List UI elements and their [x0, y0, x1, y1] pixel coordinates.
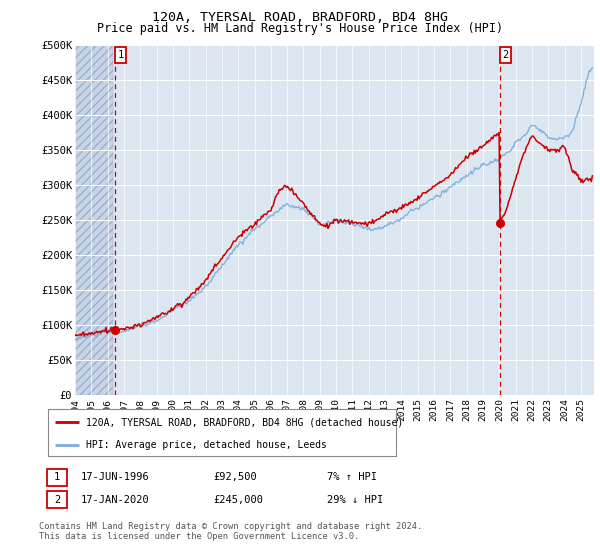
Text: HPI: Average price, detached house, Leeds: HPI: Average price, detached house, Leed…	[86, 440, 327, 450]
Text: 2: 2	[502, 50, 509, 60]
Text: 1: 1	[54, 472, 60, 482]
Text: £92,500: £92,500	[213, 472, 257, 482]
Text: 120A, TYERSAL ROAD, BRADFORD, BD4 8HG (detached house): 120A, TYERSAL ROAD, BRADFORD, BD4 8HG (d…	[86, 417, 404, 427]
Text: 120A, TYERSAL ROAD, BRADFORD, BD4 8HG: 120A, TYERSAL ROAD, BRADFORD, BD4 8HG	[152, 11, 448, 24]
Text: 29% ↓ HPI: 29% ↓ HPI	[327, 494, 383, 505]
Text: Price paid vs. HM Land Registry's House Price Index (HPI): Price paid vs. HM Land Registry's House …	[97, 22, 503, 35]
Text: 17-JAN-2020: 17-JAN-2020	[81, 494, 150, 505]
Text: Contains HM Land Registry data © Crown copyright and database right 2024.
This d: Contains HM Land Registry data © Crown c…	[39, 522, 422, 542]
Text: 7% ↑ HPI: 7% ↑ HPI	[327, 472, 377, 482]
Text: 17-JUN-1996: 17-JUN-1996	[81, 472, 150, 482]
Text: 1: 1	[118, 50, 124, 60]
Text: 2: 2	[54, 494, 60, 505]
Text: £245,000: £245,000	[213, 494, 263, 505]
